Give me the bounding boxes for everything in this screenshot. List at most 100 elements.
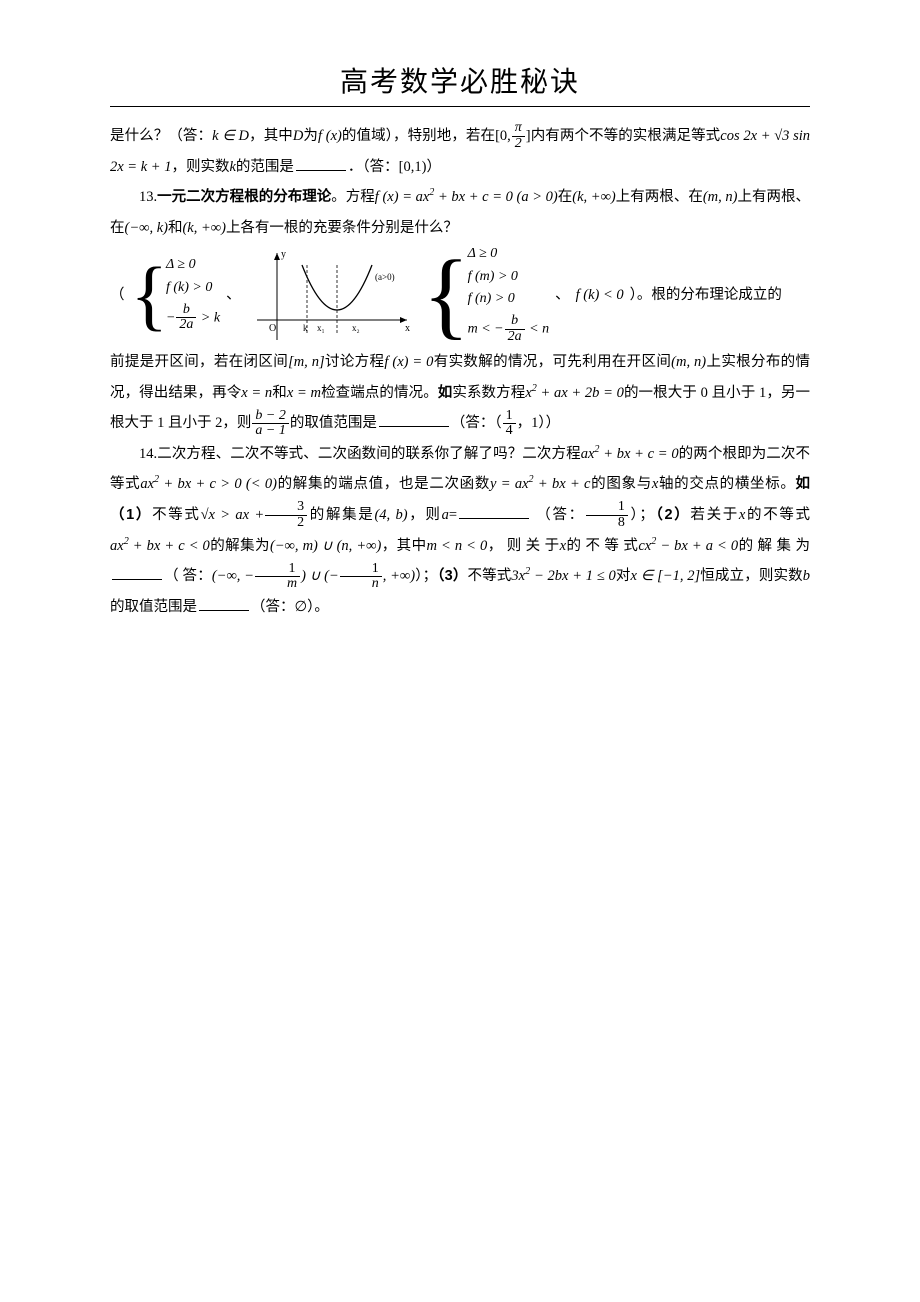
text: 。方程 — [331, 189, 375, 205]
math: (k, +∞) — [182, 220, 225, 236]
lparen: （ — [110, 280, 125, 310]
math: f (x) = ax2 + bx + c = 0 (a > 0) — [375, 189, 558, 205]
math: f (x) — [318, 128, 342, 144]
t: ax — [110, 538, 124, 554]
label-k: k — [303, 323, 308, 333]
text: 上各有一根的充要条件分别是什么？ — [226, 220, 458, 236]
t: y = ax — [490, 476, 529, 492]
den: 8 — [586, 516, 628, 531]
t: ax — [140, 476, 154, 492]
text: 不等式 — [467, 568, 511, 584]
label-x2: x₂ — [352, 323, 360, 333]
math: y = ax2 + bx + c — [490, 476, 590, 492]
text: （答： — [251, 599, 295, 615]
num: 1 — [586, 500, 628, 516]
math: √x > ax + — [201, 507, 265, 523]
text: ） — [426, 159, 441, 175]
item-title: 一元二次方程根的分布理论 — [157, 189, 331, 205]
conditions-row: （ { Δ ≥ 0 f (k) > 0 −b2a > k 、 O — [110, 245, 810, 345]
num: 1 — [255, 562, 300, 578]
item-num: 13. — [139, 189, 157, 205]
text: 的解集为 — [210, 538, 270, 554]
example-label: 如 — [796, 476, 811, 492]
fraction: b − 2a − 1 — [252, 409, 288, 439]
t: − bx + a < 0 — [656, 538, 738, 554]
num: 1 — [503, 409, 516, 425]
text: ．（答： — [348, 159, 399, 175]
t: m < − — [468, 322, 504, 337]
body-text: 是什么？（答：k ∈ D，其中D为f (x)的值域），特别地，若在[0,π2]内… — [110, 121, 810, 622]
text: ）。 — [307, 599, 329, 615]
text: 在 — [558, 189, 573, 205]
text: ， 则 关 于 — [487, 538, 559, 554]
text: ，1）） — [517, 415, 561, 431]
text: = — [449, 507, 457, 523]
para-13b: 前提是开区间，若在闭区间[m, n]讨论方程f (x) = 0有实数解的情况，可… — [110, 347, 810, 439]
num: b − 2 — [252, 409, 288, 425]
t: + bx + c < 0 — [129, 538, 210, 554]
fraction: 1m — [255, 562, 300, 592]
cond: Δ ≥ 0 — [166, 257, 220, 274]
math: x ∈ [−1, 2] — [631, 568, 701, 584]
text: （ 答： — [164, 568, 212, 584]
math: (−∞, −1m) ∪ (−1n, +∞) — [212, 568, 415, 584]
para-cont: 是什么？（答：k ∈ D，其中D为f (x)的值域），特别地，若在[0,π2]内… — [110, 121, 810, 182]
num: 3 — [265, 500, 307, 516]
text: 的图象与 — [591, 476, 652, 492]
text: 是什么？（答： — [110, 128, 212, 144]
den: a − 1 — [252, 424, 288, 439]
blank — [379, 412, 449, 428]
fraction: 32 — [265, 500, 307, 530]
math: (k, +∞) — [572, 189, 615, 205]
blank — [112, 565, 162, 581]
t: + bx + c — [534, 476, 591, 492]
cond: Δ ≥ 0 — [468, 246, 549, 263]
para-14: 14.二次方程、二次不等式、二次函数间的联系你了解了吗？二次方程ax2 + bx… — [110, 439, 810, 622]
brace-content: Δ ≥ 0 f (k) > 0 −b2a > k — [166, 257, 220, 333]
t: + bx + c = 0 (a > 0) — [434, 189, 557, 205]
text: 为 — [303, 128, 318, 144]
math: x2 + ax + 2b = 0 — [525, 385, 624, 401]
t: 3x — [511, 568, 525, 584]
para-13: 13.一元二次方程根的分布理论。方程f (x) = ax2 + bx + c =… — [110, 182, 810, 243]
text: ，则 — [408, 507, 442, 523]
math: [0, — [495, 128, 511, 144]
den: 2 — [265, 516, 307, 531]
parabola-graph: O y x k x₁ x₂ (a>0) — [247, 245, 417, 345]
text: 的取值范围是 — [290, 415, 377, 431]
math: [m, n] — [288, 354, 325, 370]
item-num: 14. — [139, 446, 157, 462]
den: m — [255, 577, 300, 592]
text: 若关于 — [690, 507, 739, 523]
den: n — [340, 577, 382, 592]
cond: f (k) > 0 — [166, 280, 220, 297]
label-x: x — [405, 323, 410, 334]
header-rule — [110, 106, 810, 107]
text: （答： — [536, 507, 585, 523]
num: b — [176, 303, 196, 319]
text: 的解集是 — [308, 507, 374, 523]
math: (4, b) — [374, 507, 407, 523]
t: cx — [638, 538, 651, 554]
brace-block-1: { Δ ≥ 0 f (k) > 0 −b2a > k — [131, 257, 221, 333]
brace-content: Δ ≥ 0 f (m) > 0 f (n) > 0 m < −b2a < n — [468, 246, 549, 345]
math: ax2 + bx + c = 0 — [581, 446, 679, 462]
t: − — [166, 310, 175, 325]
cond: m < −b2a < n — [468, 314, 549, 344]
t: , +∞) — [383, 568, 415, 584]
fraction: b2a — [176, 303, 196, 333]
cond: f (k) < 0 — [576, 280, 624, 310]
text: ，其中 — [381, 538, 426, 554]
text: 上有两根、在 — [616, 189, 703, 205]
math: x = m — [287, 385, 321, 401]
t: + bx + c = 0 — [599, 446, 678, 462]
blank — [459, 503, 529, 519]
text: 有实数解的情况，可先利用在开区间 — [433, 354, 671, 370]
math: cx2 − bx + a < 0 — [638, 538, 738, 554]
t: < n — [526, 322, 549, 337]
sep: 、 — [226, 280, 241, 310]
text: （答：（ — [451, 415, 502, 431]
t: + bx + c > 0 (< 0) — [159, 476, 277, 492]
text: 对 — [616, 568, 631, 584]
text: 的值域），特别地，若在 — [342, 128, 495, 144]
